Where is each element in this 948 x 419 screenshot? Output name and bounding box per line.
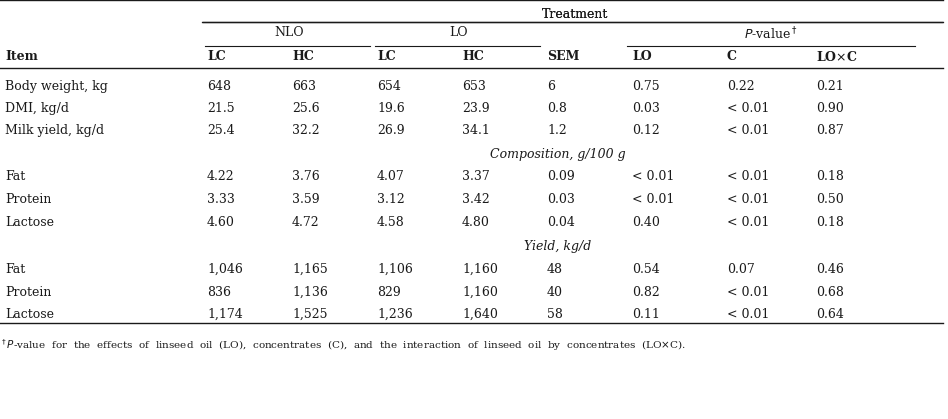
Text: Lactose: Lactose — [5, 216, 54, 229]
Text: 23.9: 23.9 — [462, 102, 489, 115]
Text: 0.21: 0.21 — [816, 80, 844, 93]
Text: 1.2: 1.2 — [547, 124, 567, 137]
Text: 1,525: 1,525 — [292, 308, 327, 321]
Text: 1,174: 1,174 — [207, 308, 243, 321]
Text: 0.03: 0.03 — [547, 193, 574, 206]
Text: 0.18: 0.18 — [816, 216, 844, 229]
Text: 4.60: 4.60 — [207, 216, 235, 229]
Text: 654: 654 — [377, 80, 401, 93]
Text: 0.64: 0.64 — [816, 308, 844, 321]
Text: Fat: Fat — [5, 263, 26, 276]
Text: 4.22: 4.22 — [207, 170, 234, 183]
Text: 0.54: 0.54 — [632, 263, 660, 276]
Text: 0.68: 0.68 — [816, 286, 844, 299]
Text: 1,160: 1,160 — [462, 286, 498, 299]
Text: Composition, g/100 g: Composition, g/100 g — [490, 148, 626, 161]
Text: 0.46: 0.46 — [816, 263, 844, 276]
Text: < 0.01: < 0.01 — [632, 170, 674, 183]
Text: 40: 40 — [547, 286, 563, 299]
Text: 1,046: 1,046 — [207, 263, 243, 276]
Text: 4.58: 4.58 — [377, 216, 405, 229]
Text: HC: HC — [292, 50, 314, 63]
Text: 25.6: 25.6 — [292, 102, 319, 115]
Text: 1,106: 1,106 — [377, 263, 413, 276]
Text: < 0.01: < 0.01 — [632, 193, 674, 206]
Text: 0.12: 0.12 — [632, 124, 660, 137]
Text: < 0.01: < 0.01 — [727, 102, 770, 115]
Text: < 0.01: < 0.01 — [727, 216, 770, 229]
Text: C: C — [727, 50, 737, 63]
Text: Fat: Fat — [5, 170, 26, 183]
Text: SEM: SEM — [547, 50, 579, 63]
Text: 0.18: 0.18 — [816, 170, 844, 183]
Text: 836: 836 — [207, 286, 231, 299]
Text: 0.90: 0.90 — [816, 102, 844, 115]
Text: Item: Item — [5, 50, 38, 63]
Text: 0.50: 0.50 — [816, 193, 844, 206]
Text: 1,160: 1,160 — [462, 263, 498, 276]
Text: LO: LO — [449, 26, 468, 39]
Text: Yield, kg/d: Yield, kg/d — [524, 240, 592, 253]
Text: LC: LC — [377, 50, 395, 63]
Text: 6: 6 — [547, 80, 555, 93]
Text: 0.22: 0.22 — [727, 80, 755, 93]
Text: 0.04: 0.04 — [547, 216, 574, 229]
Text: 653: 653 — [462, 80, 486, 93]
Text: NLO: NLO — [274, 26, 303, 39]
Text: 3.42: 3.42 — [462, 193, 490, 206]
Text: 1,165: 1,165 — [292, 263, 328, 276]
Text: $P$-value$^\dagger$: $P$-value$^\dagger$ — [744, 26, 798, 43]
Text: 48: 48 — [547, 263, 563, 276]
Text: 0.03: 0.03 — [632, 102, 660, 115]
Text: 0.11: 0.11 — [632, 308, 660, 321]
Text: 58: 58 — [547, 308, 563, 321]
Text: 1,236: 1,236 — [377, 308, 412, 321]
Text: Treatment: Treatment — [542, 8, 609, 21]
Text: 25.4: 25.4 — [207, 124, 234, 137]
Text: < 0.01: < 0.01 — [727, 193, 770, 206]
Text: LO: LO — [632, 50, 651, 63]
Text: 4.07: 4.07 — [377, 170, 405, 183]
Text: 26.9: 26.9 — [377, 124, 405, 137]
Text: 829: 829 — [377, 286, 401, 299]
Text: 663: 663 — [292, 80, 316, 93]
Text: 0.75: 0.75 — [632, 80, 660, 93]
Text: 3.33: 3.33 — [207, 193, 235, 206]
Text: 0.82: 0.82 — [632, 286, 660, 299]
Text: 3.59: 3.59 — [292, 193, 319, 206]
Text: 0.09: 0.09 — [547, 170, 574, 183]
Text: < 0.01: < 0.01 — [727, 286, 770, 299]
Text: 3.37: 3.37 — [462, 170, 490, 183]
Text: Milk yield, kg/d: Milk yield, kg/d — [5, 124, 104, 137]
Text: 19.6: 19.6 — [377, 102, 405, 115]
Text: 21.5: 21.5 — [207, 102, 234, 115]
Text: < 0.01: < 0.01 — [727, 170, 770, 183]
Text: 34.1: 34.1 — [462, 124, 490, 137]
Text: Protein: Protein — [5, 193, 51, 206]
Text: 1,640: 1,640 — [462, 308, 498, 321]
Text: 4.72: 4.72 — [292, 216, 319, 229]
Text: Body weight, kg: Body weight, kg — [5, 80, 108, 93]
Text: Lactose: Lactose — [5, 308, 54, 321]
Text: DMI, kg/d: DMI, kg/d — [5, 102, 69, 115]
Text: 0.8: 0.8 — [547, 102, 567, 115]
Text: 0.87: 0.87 — [816, 124, 844, 137]
Text: 0.40: 0.40 — [632, 216, 660, 229]
Text: < 0.01: < 0.01 — [727, 308, 770, 321]
Text: < 0.01: < 0.01 — [727, 124, 770, 137]
Text: 0.07: 0.07 — [727, 263, 755, 276]
Text: 3.12: 3.12 — [377, 193, 405, 206]
Text: 3.76: 3.76 — [292, 170, 319, 183]
Text: Protein: Protein — [5, 286, 51, 299]
Text: $^\dagger$$P$-value  for  the  effects  of  linseed  oil  (LO),  concentrates  (: $^\dagger$$P$-value for the effects of l… — [0, 337, 685, 353]
Text: LC: LC — [207, 50, 226, 63]
Text: HC: HC — [462, 50, 483, 63]
Text: 1,136: 1,136 — [292, 286, 328, 299]
Text: Treatment: Treatment — [542, 8, 609, 21]
Text: 648: 648 — [207, 80, 231, 93]
Text: 4.80: 4.80 — [462, 216, 490, 229]
Text: LO$\times$C: LO$\times$C — [816, 50, 857, 64]
Text: 32.2: 32.2 — [292, 124, 319, 137]
